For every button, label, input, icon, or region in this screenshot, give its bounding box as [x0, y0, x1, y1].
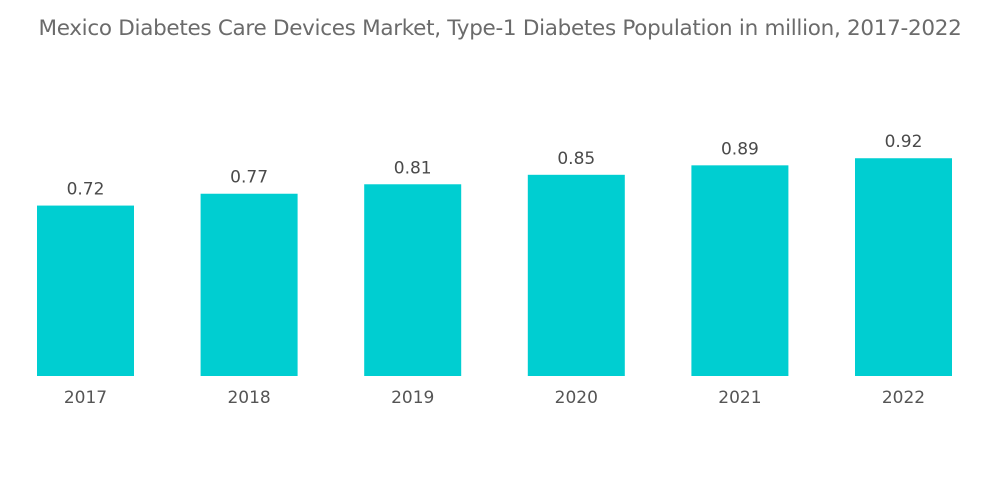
bar-2022 — [855, 158, 952, 376]
value-label-2017: 0.72 — [67, 180, 105, 200]
chart-title: Mexico Diabetes Care Devices Market, Typ… — [38, 16, 962, 41]
bar-2019 — [364, 184, 462, 376]
x-tick-2017: 2017 — [64, 388, 107, 408]
value-label-2020: 0.85 — [557, 149, 595, 169]
bars-group — [37, 158, 952, 376]
bar-2018 — [200, 193, 298, 376]
value-label-2021: 0.89 — [721, 139, 759, 159]
value-label-2022: 0.92 — [885, 132, 923, 152]
value-label-2019: 0.81 — [394, 158, 432, 178]
x-tick-2021: 2021 — [718, 388, 761, 408]
bar-2021 — [691, 165, 789, 376]
value-label-2018: 0.77 — [230, 168, 268, 188]
bar-2020 — [527, 174, 625, 376]
x-tick-2022: 2022 — [882, 388, 925, 408]
bar-2017 — [37, 205, 134, 376]
x-tick-2018: 2018 — [227, 388, 270, 408]
x-axis-ticks-group: 2017 2018 2019 2020 2021 2022 — [64, 388, 925, 408]
value-labels-group: 0.72 0.77 0.81 0.85 0.89 0.92 — [67, 132, 923, 199]
x-tick-2019: 2019 — [391, 388, 434, 408]
x-tick-2020: 2020 — [555, 388, 598, 408]
